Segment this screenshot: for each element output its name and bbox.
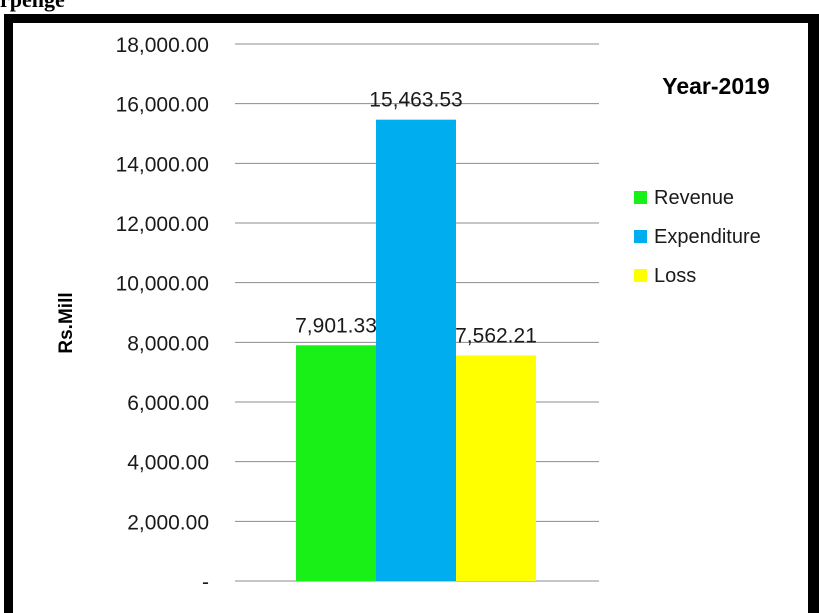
y-axis: - 2,000.00 4,000.00 6,000.00 8,000.00 10,000.…: [116, 34, 209, 594]
data-label-revenue: 7,901.33: [295, 314, 377, 337]
chart-title: Year-2019: [662, 73, 769, 99]
y-tick-label: 18,000.00: [116, 34, 209, 57]
y-tick-label: 4,000.00: [127, 452, 209, 475]
legend: Revenue Expenditure Loss: [634, 187, 761, 287]
y-tick-label: 2,000.00: [127, 511, 209, 534]
bar-revenue: [296, 345, 376, 581]
y-tick-label: 10,000.00: [116, 273, 209, 296]
data-labels: 7,901.33 15,463.53 7,562.21: [295, 89, 537, 348]
legend-swatch-revenue: [634, 191, 647, 204]
page-heading-fragment: rpenge: [0, 0, 65, 13]
y-tick-label: 14,000.00: [116, 153, 209, 176]
bars: [296, 119, 536, 581]
y-tick-label: 16,000.00: [116, 94, 209, 117]
legend-swatch-expenditure: [634, 230, 647, 243]
y-tick-label: 8,000.00: [127, 332, 209, 355]
chart-frame: - 2,000.00 4,000.00 6,000.00 8,000.00 10,000.…: [4, 14, 819, 613]
data-label-expenditure: 15,463.53: [369, 89, 462, 112]
y-tick-label: 6,000.00: [127, 392, 209, 415]
y-axis-title: Rs.Mill: [56, 292, 77, 353]
legend-label-loss: Loss: [654, 265, 696, 287]
y-tick-label: 12,000.00: [116, 213, 209, 236]
legend-swatch-loss: [634, 269, 647, 282]
legend-label-expenditure: Expenditure: [654, 226, 761, 248]
bar-chart: - 2,000.00 4,000.00 6,000.00 8,000.00 10,000.…: [56, 34, 770, 594]
y-tick-label: -: [202, 571, 209, 594]
bar-loss: [456, 355, 536, 581]
bar-expenditure: [376, 119, 456, 581]
data-label-loss: 7,562.21: [455, 324, 537, 347]
legend-label-revenue: Revenue: [654, 187, 734, 209]
